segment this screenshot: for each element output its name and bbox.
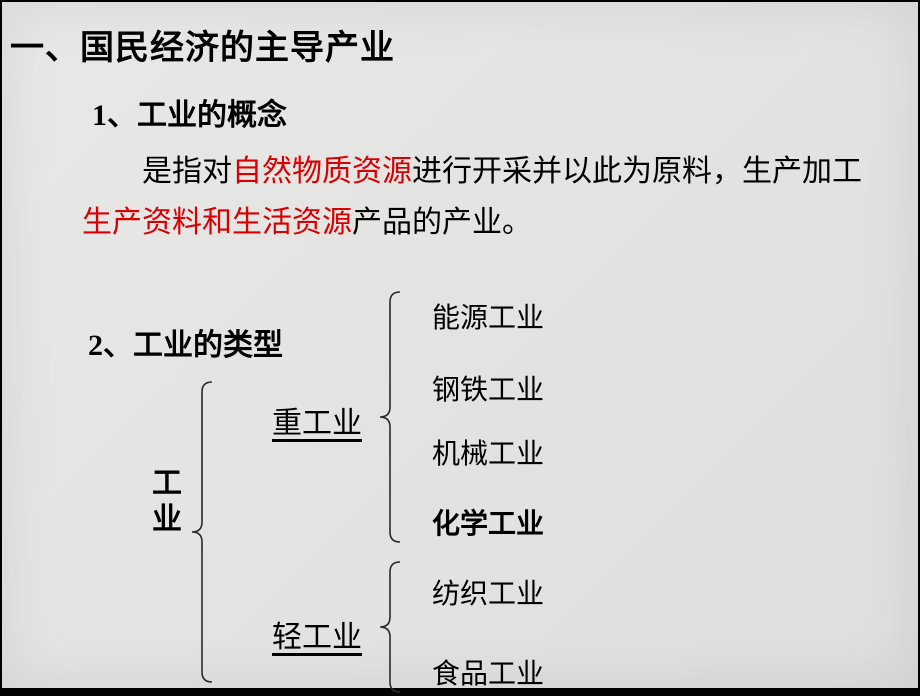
leaf-energy: 能源工业 bbox=[432, 296, 544, 336]
para-highlight-1: 自然物质资源 bbox=[232, 155, 412, 188]
brace-heavy bbox=[376, 288, 408, 546]
tree-root-label: 工业 bbox=[152, 466, 184, 538]
leaf-machine: 机械工业 bbox=[432, 432, 544, 472]
para-text-pre: 是指对 bbox=[142, 155, 232, 188]
brace-light bbox=[376, 558, 408, 696]
page-title: 一、国民经济的主导产业 bbox=[10, 20, 395, 69]
section-2-heading: 2、工业的类型 bbox=[88, 320, 283, 364]
leaf-steel: 钢铁工业 bbox=[432, 368, 544, 408]
category-light: 轻工业 bbox=[272, 612, 362, 656]
category-heavy: 重工业 bbox=[272, 398, 362, 442]
para-highlight-2: 生产资料和生活资源 bbox=[82, 206, 352, 239]
section-1-paragraph: 是指对自然物质资源进行开采并以此为原料，生产加工生产资料和生活资源产品的产业。 bbox=[82, 146, 862, 248]
para-text-post: 产品的产业。 bbox=[352, 206, 532, 239]
brace-root bbox=[188, 378, 220, 686]
para-text-mid: 进行开采并以此为原料，生产加工 bbox=[412, 155, 862, 188]
leaf-food: 食品工业 bbox=[432, 652, 544, 692]
leaf-chemical: 化学工业 bbox=[432, 502, 544, 542]
section-1-heading: 1、工业的概念 bbox=[92, 90, 287, 134]
leaf-textile: 纺织工业 bbox=[432, 572, 544, 612]
slide: 一、国民经济的主导产业 1、工业的概念 是指对自然物质资源进行开采并以此为原料，… bbox=[2, 2, 918, 688]
